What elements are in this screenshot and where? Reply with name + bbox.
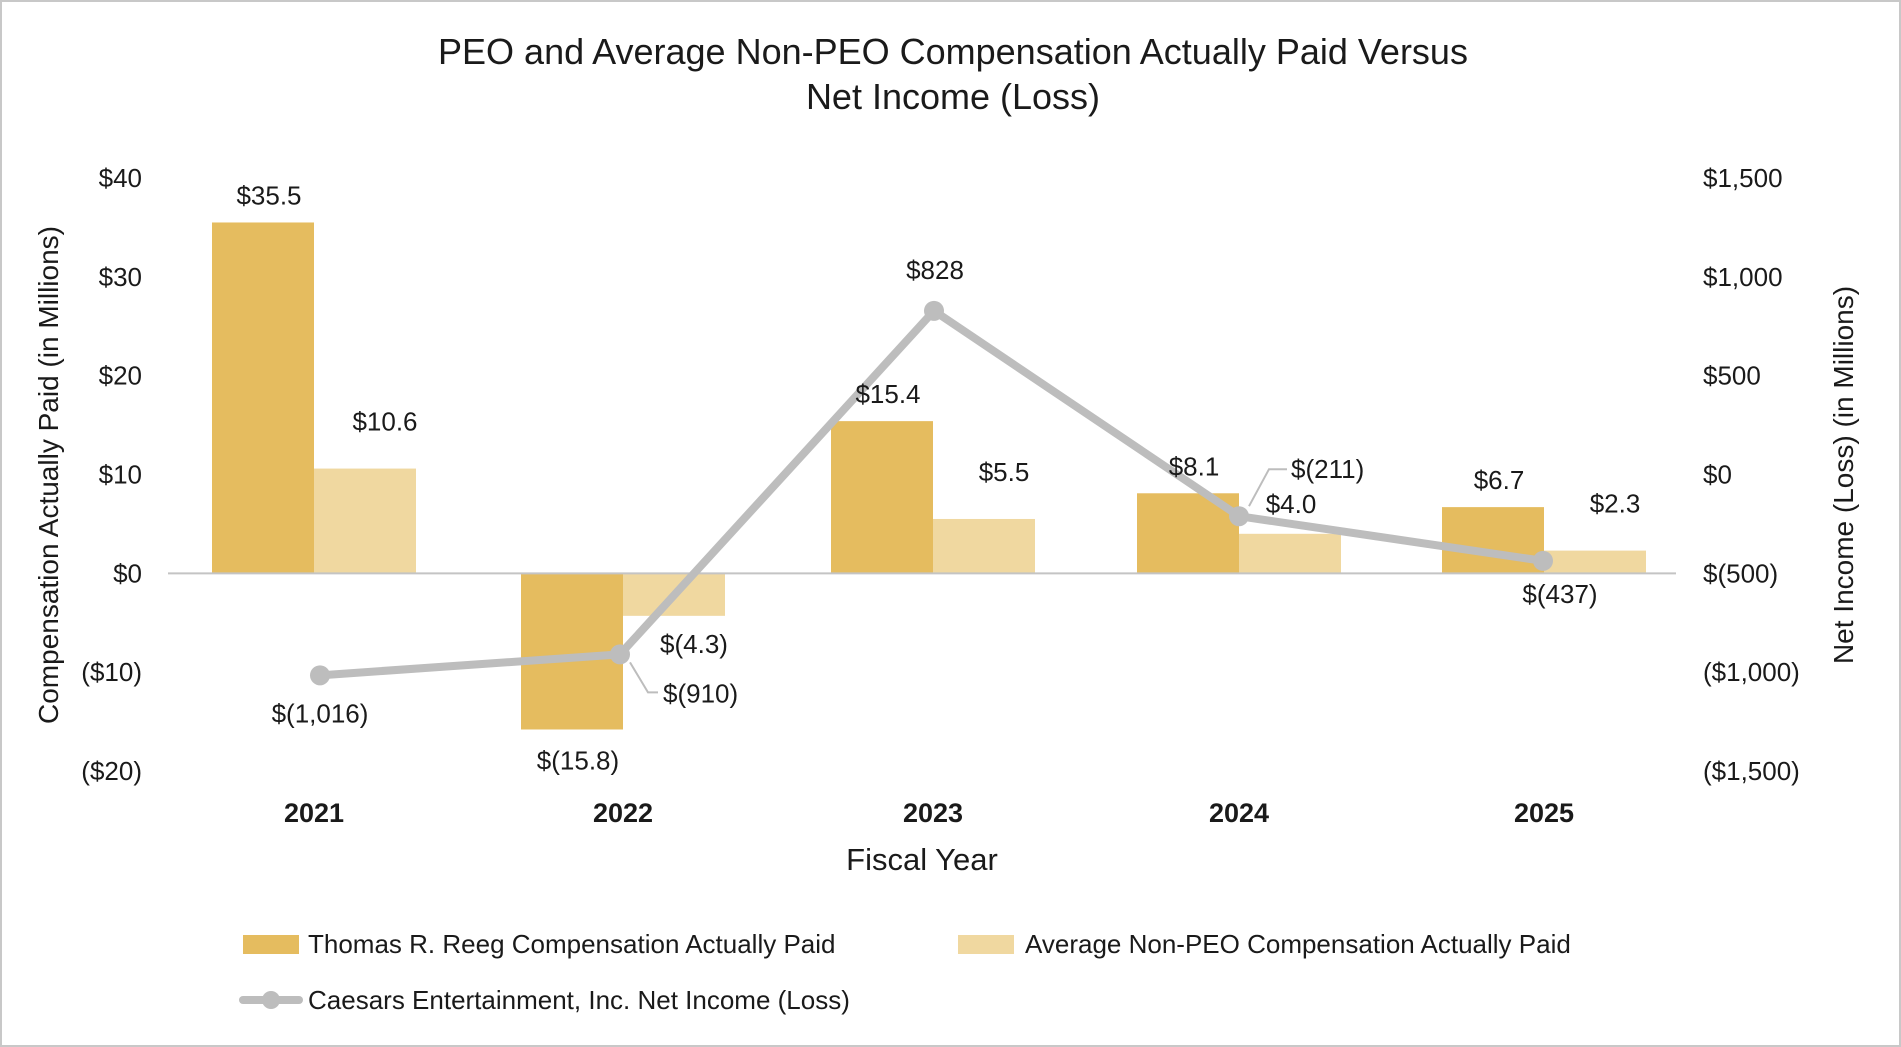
bar-peo-2025 — [1442, 507, 1544, 574]
y2-tick-label: $0 — [1703, 460, 1732, 490]
bar-peo-2023 — [831, 421, 933, 574]
y-tick-label: $0 — [113, 558, 142, 588]
y2-tick-label: $1,500 — [1703, 163, 1783, 193]
data-label-peo-2025: $6.7 — [1474, 465, 1525, 495]
data-label-non-peo-2024: $4.0 — [1266, 489, 1317, 519]
chart-title-line-2: Net Income (Loss) — [806, 76, 1100, 117]
net-income-line-series — [310, 300, 1553, 686]
legend-label-peo: Thomas R. Reeg Compensation Actually Pai… — [308, 929, 836, 959]
legend-swatch-peo — [243, 935, 299, 954]
data-label-peo-2023: $15.4 — [855, 379, 920, 409]
y2-axis-label: Net Income (Loss) (in Millions) — [1828, 286, 1859, 664]
y2-tick-label: $500 — [1703, 361, 1761, 391]
data-label-non-peo-2023: $5.5 — [979, 457, 1030, 487]
y2-tick-label: ($1,500) — [1703, 756, 1800, 786]
net-income-point-2021 — [310, 665, 330, 686]
data-label-non-peo-2021: $10.6 — [352, 407, 417, 437]
y2-tick-label: $1,000 — [1703, 262, 1783, 292]
bar-non-peo-2021 — [314, 468, 416, 574]
bar-series — [212, 222, 1646, 730]
data-labels: $35.5 $10.6 $(15.8) $(4.3) $15.4 $5.5 $8.1 $4.0… — [236, 180, 1640, 775]
y2-axis-ticks: $1,500 $1,000 $500 $0 $(500) ($1,000) ($1,500) — [1703, 163, 1800, 786]
y-tick-label: ($10) — [81, 657, 142, 687]
legend-label-non-peo: Average Non-PEO Compensation Actually Pa… — [1025, 929, 1571, 959]
legend-label-net-income: Caesars Entertainment, Inc. Net Income (… — [308, 985, 850, 1015]
category-label-2021: 2021 — [284, 798, 344, 828]
category-labels: 2021 2022 2023 2024 2025 — [284, 798, 1574, 828]
category-label-2025: 2025 — [1514, 798, 1574, 828]
leader-line-net-income-2022 — [629, 661, 658, 694]
data-label-net-income-2024: $(211) — [1291, 454, 1364, 484]
data-label-net-income-2022: $(910) — [663, 678, 738, 708]
y2-tick-label: $(500) — [1703, 558, 1778, 588]
leader-line-net-income-2024 — [1248, 468, 1287, 507]
data-label-peo-2022: $(15.8) — [537, 745, 619, 775]
y2-tick-label: ($1,000) — [1703, 657, 1800, 687]
data-label-net-income-2021: $(1,016) — [272, 698, 369, 728]
legend-swatch-non-peo — [958, 935, 1014, 954]
bar-peo-2021 — [212, 222, 314, 574]
bar-non-peo-2023 — [933, 518, 1035, 574]
y-axis-label: Compensation Actually Paid (in Millions) — [33, 226, 64, 724]
net-income-point-2024 — [1229, 506, 1249, 527]
y-tick-label: ($20) — [81, 756, 142, 786]
data-label-peo-2024: $8.1 — [1169, 451, 1220, 481]
data-label-non-peo-2022: $(4.3) — [660, 629, 728, 659]
chart-title-line-1: PEO and Average Non-PEO Compensation Act… — [438, 31, 1468, 72]
category-label-2024: 2024 — [1209, 798, 1269, 828]
y-tick-label: $30 — [99, 262, 142, 292]
legend-marker-net-income — [262, 991, 280, 1009]
net-income-point-2023 — [924, 300, 944, 321]
category-label-2023: 2023 — [903, 798, 963, 828]
bar-non-peo-2025 — [1544, 550, 1646, 574]
data-label-peo-2021: $35.5 — [236, 180, 301, 210]
data-label-net-income-2023: $828 — [906, 255, 964, 285]
y-tick-label: $40 — [99, 163, 142, 193]
category-label-2022: 2022 — [593, 798, 653, 828]
data-label-net-income-2025: $(437) — [1522, 579, 1597, 609]
net-income-point-2022 — [610, 644, 630, 665]
legend: Thomas R. Reeg Compensation Actually Pai… — [239, 929, 1571, 1015]
data-label-non-peo-2025: $2.3 — [1590, 489, 1641, 519]
net-income-point-2025 — [1533, 550, 1553, 571]
y-axis-ticks: $40 $30 $20 $10 $0 ($10) ($20) — [81, 163, 142, 786]
bar-non-peo-2024 — [1239, 533, 1341, 574]
x-axis-label: Fiscal Year — [846, 842, 998, 877]
y-tick-label: $10 — [99, 460, 142, 490]
y-tick-label: $20 — [99, 361, 142, 391]
